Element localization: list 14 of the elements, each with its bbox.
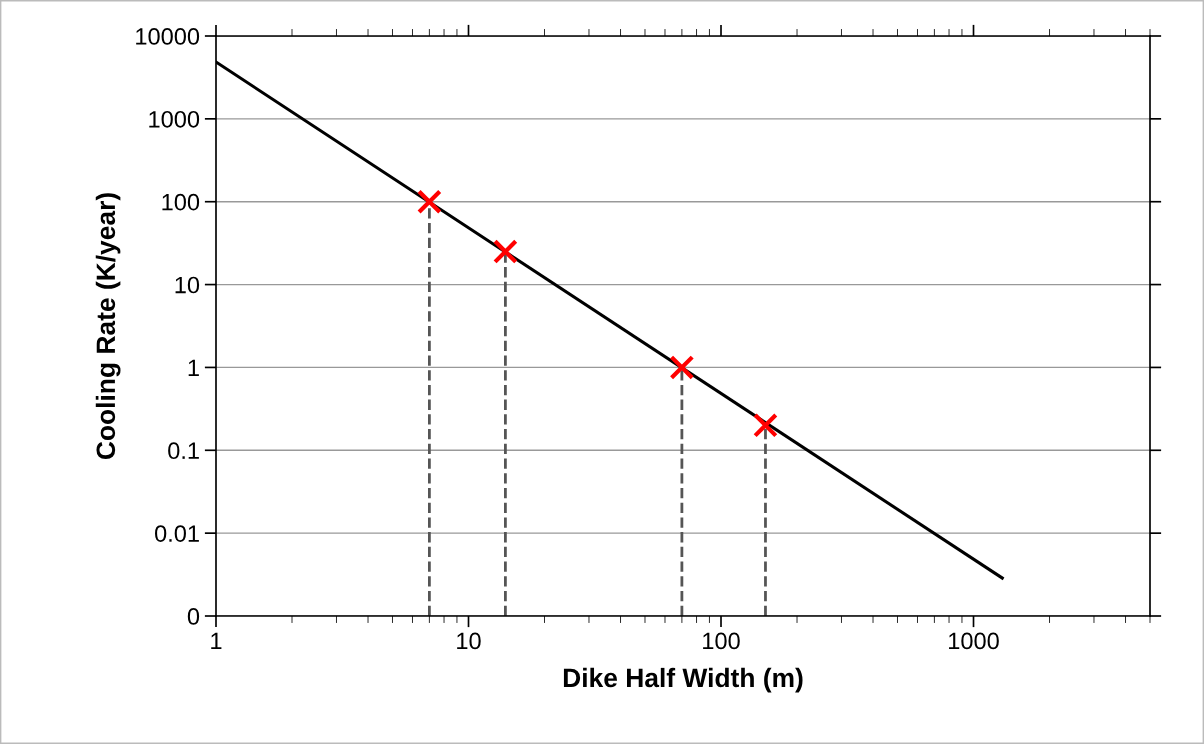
y-tick-label: 1000 [149,110,200,128]
y-tick-label: 0.1 [168,442,199,460]
y-axis-title: Cooling Rate (K/year) [95,193,121,460]
y-tick-label: 10000 [136,28,200,45]
x-tick-label: 100 [703,632,740,650]
x-tick-label: 1000 [949,632,999,650]
y-tick-label: 0 [187,608,200,625]
y-tick-label: 10 [175,276,200,294]
y-tick-label: 1 [188,359,199,376]
y-tick-label: 0.01 [155,525,199,542]
x-tick-label: 1 [211,632,222,650]
x-tick-label: 10 [457,632,481,650]
x-axis-title: Dike Half Width (m) [563,667,803,693]
y-tick-label: 100 [162,193,200,211]
